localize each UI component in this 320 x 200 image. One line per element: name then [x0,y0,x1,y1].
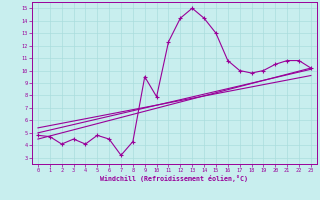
X-axis label: Windchill (Refroidissement éolien,°C): Windchill (Refroidissement éolien,°C) [100,175,248,182]
